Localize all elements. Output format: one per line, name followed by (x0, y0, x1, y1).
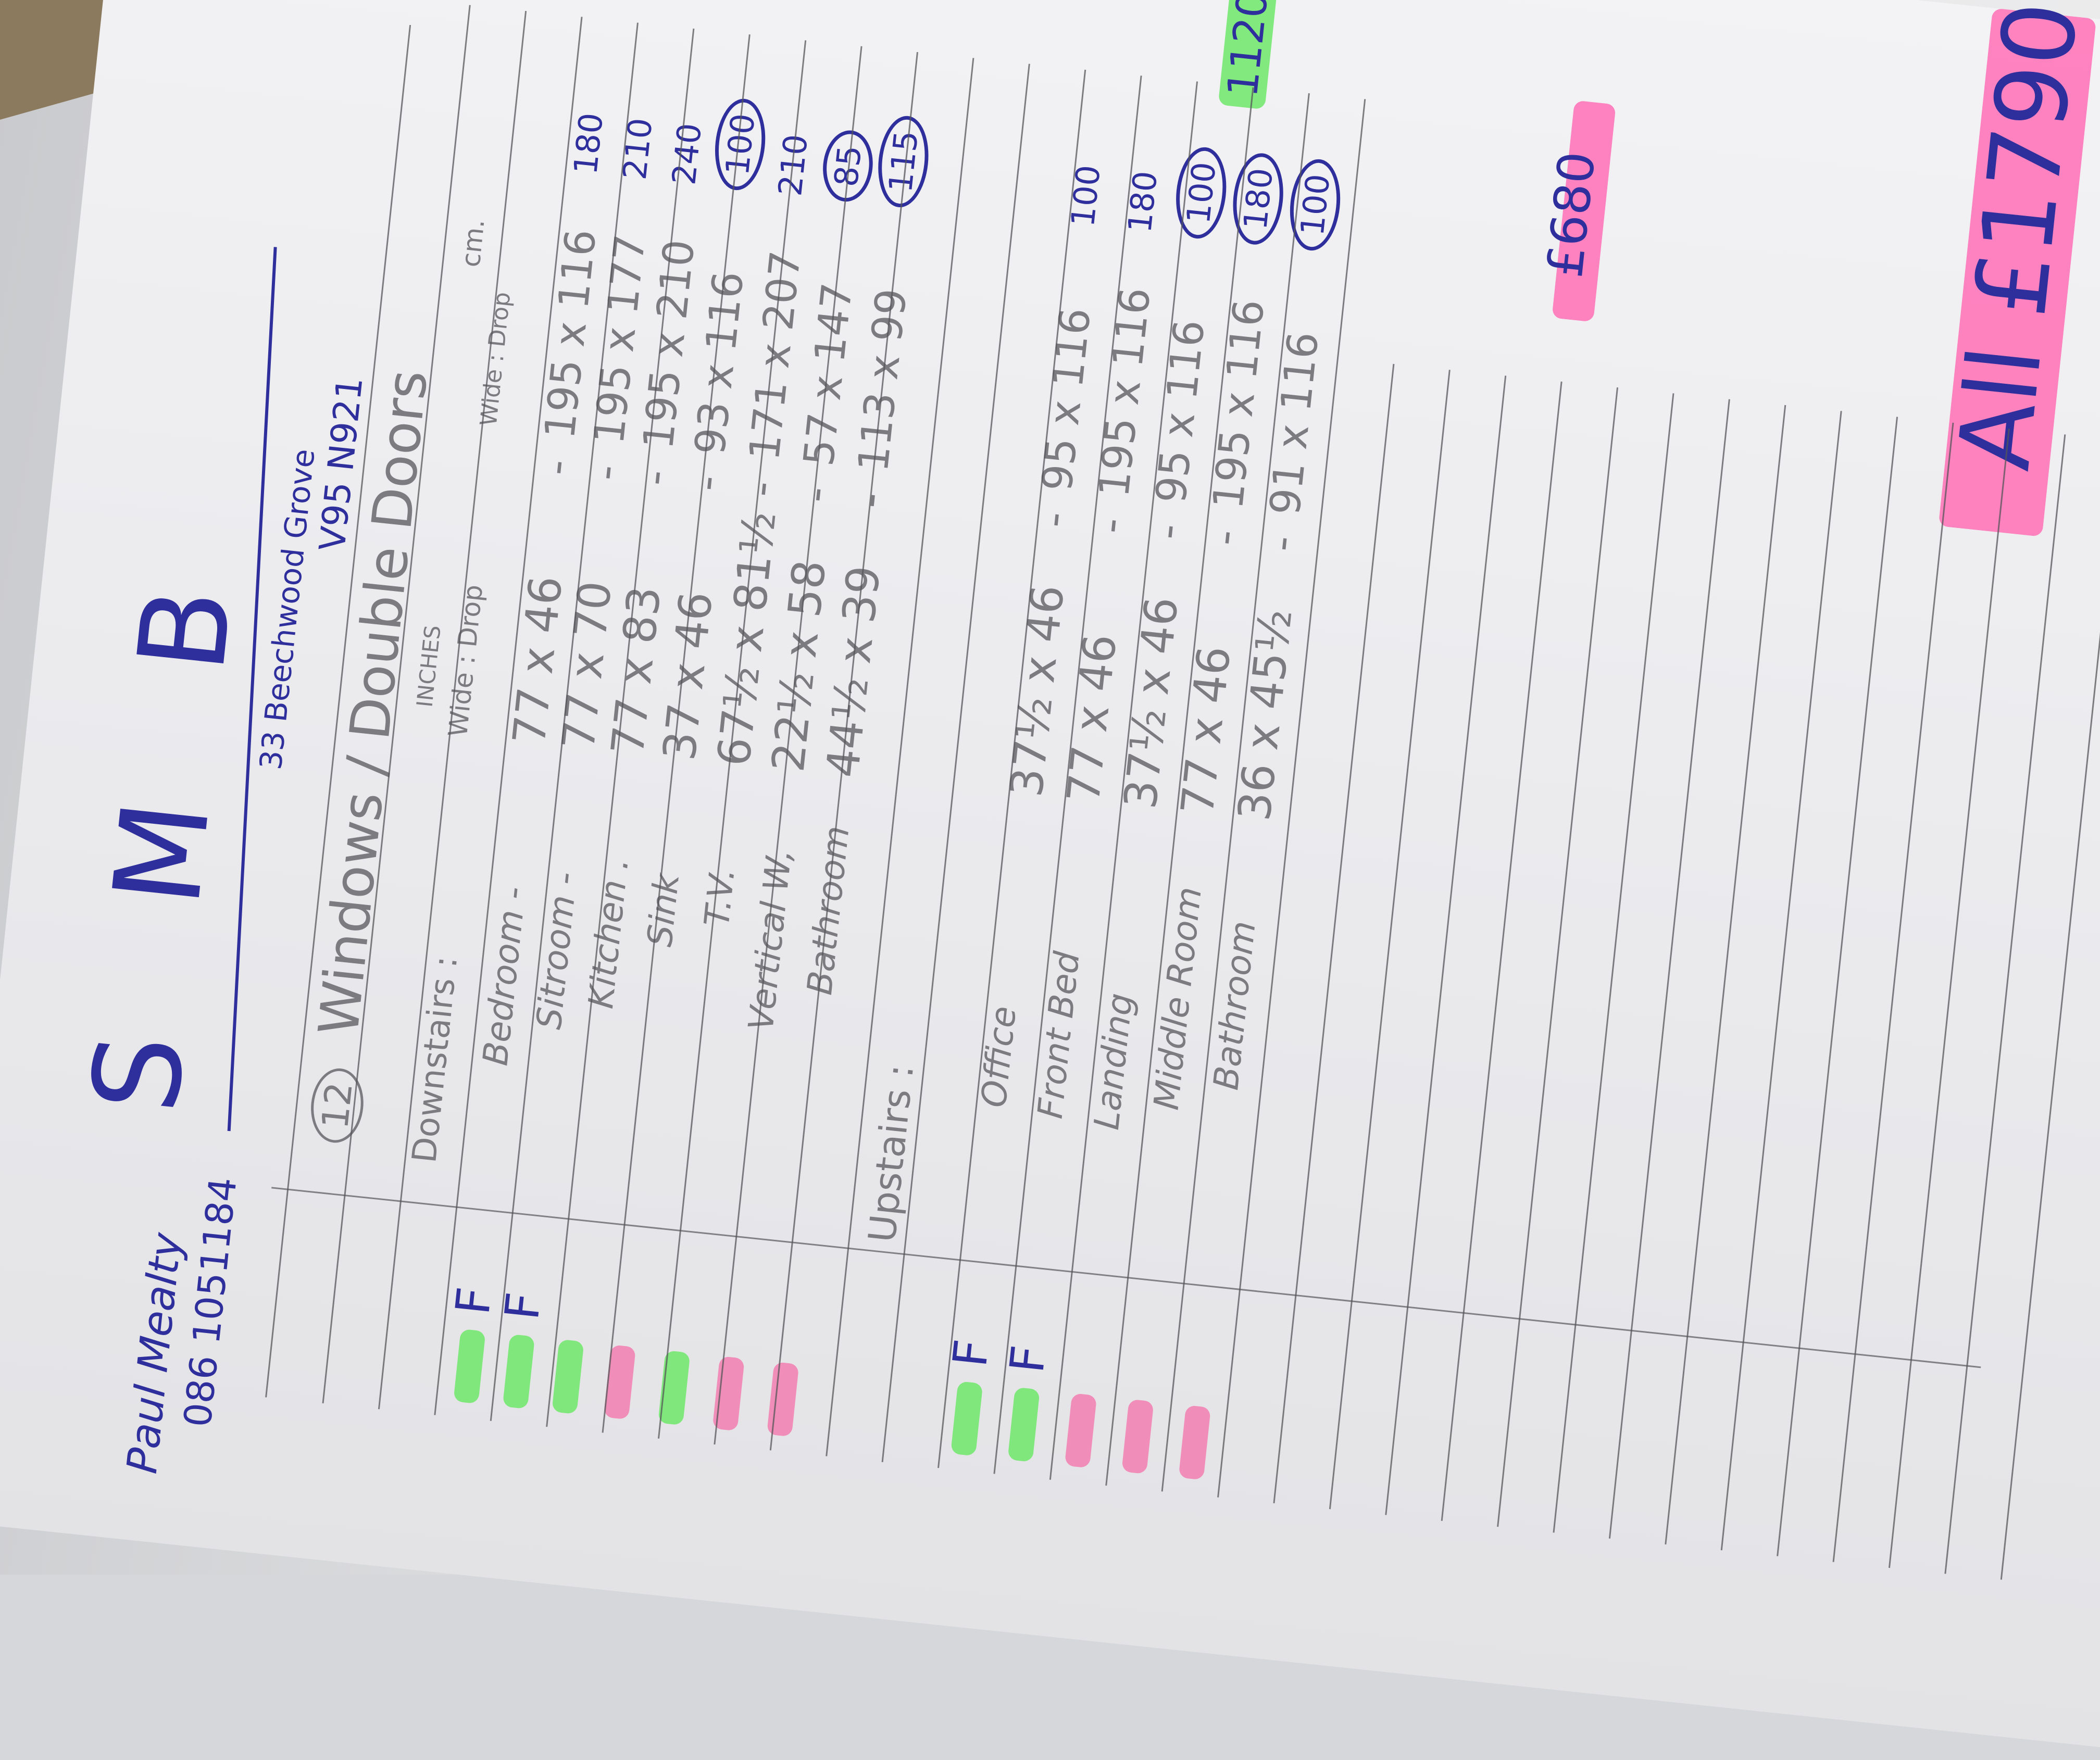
price-value: 115 (873, 113, 933, 210)
size-cm: 195 x 116 (1203, 297, 1274, 511)
downstairs-total: £680 (1536, 149, 1607, 281)
room-name: Bathroom (799, 824, 857, 997)
room-name: Kitchen . (580, 856, 636, 1011)
upstairs-heading: Upstairs : (859, 1062, 922, 1244)
address: 33 Beechwood Grove (253, 447, 322, 772)
dash: - (1256, 533, 1307, 554)
ruled-line (1608, 399, 1730, 1539)
highlighter-mark (453, 1328, 486, 1404)
ruled-line (1665, 405, 1786, 1545)
highlighter-mark (951, 1381, 983, 1456)
price: 240 (665, 121, 709, 187)
size-inches: 77 x 46 (1057, 632, 1127, 806)
price-circled: 115 (873, 113, 933, 210)
room-name: Bathroom (1206, 919, 1264, 1092)
dash: - (630, 468, 680, 488)
upstairs-total: 1120 (1218, 0, 1278, 99)
fitted-mark: F (942, 1337, 1000, 1369)
grand-total: All £1790 (1936, 0, 2100, 475)
dash: - (1143, 521, 1193, 542)
room-name: Vertical W, (741, 847, 800, 1033)
price-value: 100 (710, 96, 770, 193)
highlighter-mark (502, 1334, 535, 1410)
highlighter-mark (1064, 1393, 1097, 1468)
ruled-line (1273, 363, 1395, 1504)
size-cm: 95 x 116 (1146, 318, 1214, 506)
highlighter-mark (1178, 1405, 1211, 1480)
dash: - (682, 473, 732, 494)
company-logo-text: S M B (66, 535, 265, 1119)
room-name: Office (973, 1004, 1024, 1110)
fitted-mark: F (999, 1342, 1057, 1376)
highlighter-mark (552, 1339, 584, 1414)
client-phone: 086 1051184 (175, 1175, 245, 1429)
fitted-mark: F (494, 1290, 552, 1323)
cm-column-label: cm. (455, 217, 491, 269)
highlighter-mark (766, 1362, 799, 1437)
size-cm: 195 x 116 (1090, 285, 1160, 499)
ruled-line (1832, 422, 1954, 1562)
inches-column-label: INCHES (411, 624, 446, 709)
highlighter-mark (1007, 1387, 1040, 1462)
room-name: Bedroom - (475, 885, 534, 1068)
dash: - (531, 457, 582, 477)
ruled-line (1329, 370, 1451, 1510)
price: 180 (566, 111, 611, 177)
size-inches: 36 x 45½ (1228, 606, 1303, 823)
dash: - (1085, 516, 1136, 536)
price-value: 240 (665, 121, 709, 187)
price-value: 180 (566, 111, 611, 177)
ruled-line (1441, 381, 1562, 1521)
room-name: T.V. (696, 866, 743, 928)
ruled-line (1553, 393, 1674, 1533)
size-cm: 57 x 147 (794, 280, 862, 469)
room-name: Sink (639, 872, 688, 949)
ruled-line (1944, 434, 2066, 1574)
ruled-line (1497, 387, 1619, 1527)
price-circled: 100 (1171, 144, 1231, 241)
dash: - (1199, 527, 1250, 548)
highlighter-mark (1121, 1399, 1154, 1474)
size-cm: 95 x 116 (1032, 306, 1101, 494)
ruled-line (1385, 375, 1507, 1515)
ruled-line (2000, 440, 2100, 1580)
client-name: Paul Mealty (117, 1230, 191, 1476)
ruled-line (1888, 428, 2010, 1568)
window-count: 12 (307, 1065, 367, 1146)
size-cm: 93 x 116 (685, 269, 753, 457)
dash: - (736, 479, 786, 499)
ruled-line (1720, 411, 1842, 1551)
room-name: Landing (1086, 991, 1141, 1132)
fitted-mark: F (445, 1285, 503, 1317)
ruled-line (1777, 417, 1898, 1556)
